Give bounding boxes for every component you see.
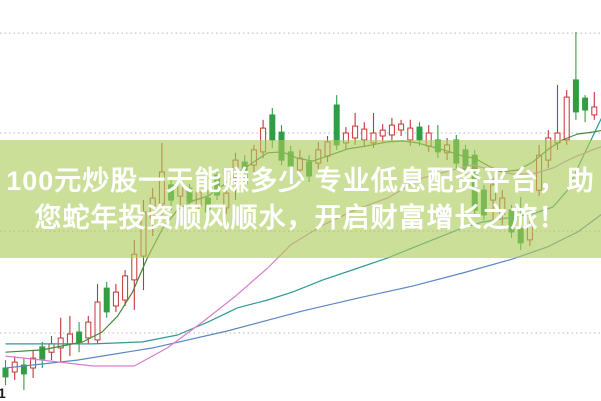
- promo-text-line2: 您蛇年投资顺风顺水，开启财富增长之旅！: [34, 203, 567, 233]
- promo-text-line1: 100元炒股一天能赚多少 专业低息配资平台，助: [6, 166, 595, 196]
- promo-overlay-band: 100元炒股一天能赚多少 专业低息配资平台，助 您蛇年投资顺风顺水，开启财富增长…: [0, 140, 601, 258]
- corner-mark: 1: [0, 385, 6, 401]
